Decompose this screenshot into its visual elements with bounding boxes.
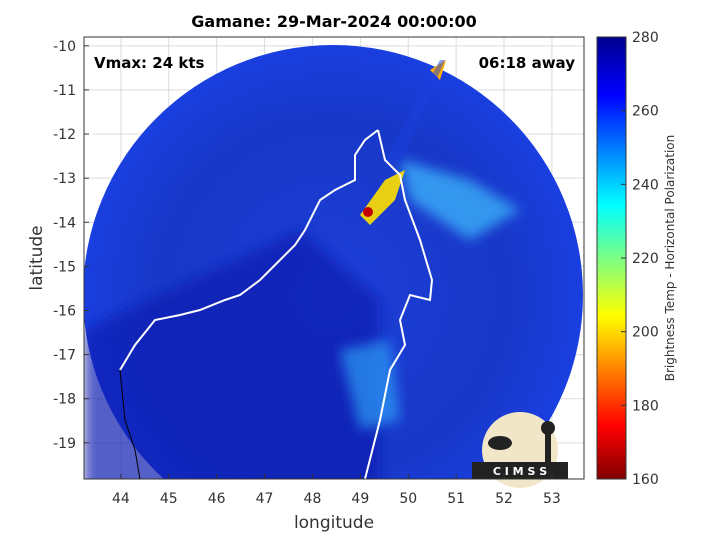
colorbar-tick-label: 220 [632,251,659,267]
swath-image [84,45,583,479]
logo-text: C I M S S [493,465,547,478]
x-tick-label: 52 [495,491,513,507]
y-tick-label: -12 [53,127,76,143]
colorbar-tick-label: 280 [632,30,659,46]
annotation: Vmax: 24 kts [94,54,204,72]
x-tick-label: 51 [447,491,465,507]
x-tick-label: 44 [112,491,130,507]
y-tick-label: -19 [53,436,76,452]
colorbar-label: Brightness Temp - Horizontal Polarizatio… [663,135,677,382]
colorbar-tick-label: 180 [632,398,659,414]
chart-title: Gamane: 29-Mar-2024 00:00:00 [191,12,476,31]
y-axis-label: latitude [27,225,47,290]
annotation: 06:18 away [479,54,576,72]
colorbar-tick-label: 160 [632,472,659,488]
y-tick-label: -16 [53,303,76,319]
y-tick-label: -10 [53,39,76,55]
plot-frame [83,36,585,480]
x-tick-label: 50 [399,491,417,507]
x-tick-label: 48 [304,491,322,507]
logo: C I M S S [472,412,568,488]
y-tick-label: -18 [53,392,76,408]
colorbar-tick-label: 260 [632,104,659,120]
y-tick-label: -11 [53,83,76,99]
y-tick-label: -14 [53,215,76,231]
x-tick-label: 49 [351,491,369,507]
x-tick-label: 53 [543,491,561,507]
colorbar-tick-label: 200 [632,325,659,341]
y-tick-label: -13 [53,171,76,187]
x-tick-label: 47 [256,491,274,507]
x-tick-label: 46 [208,491,226,507]
x-tick-label: 45 [160,491,178,507]
y-tick-label: -15 [53,259,76,275]
x-axis-label: longitude [294,513,374,533]
y-tick-label: -17 [53,348,76,364]
colorbar-tick-label: 240 [632,177,659,193]
